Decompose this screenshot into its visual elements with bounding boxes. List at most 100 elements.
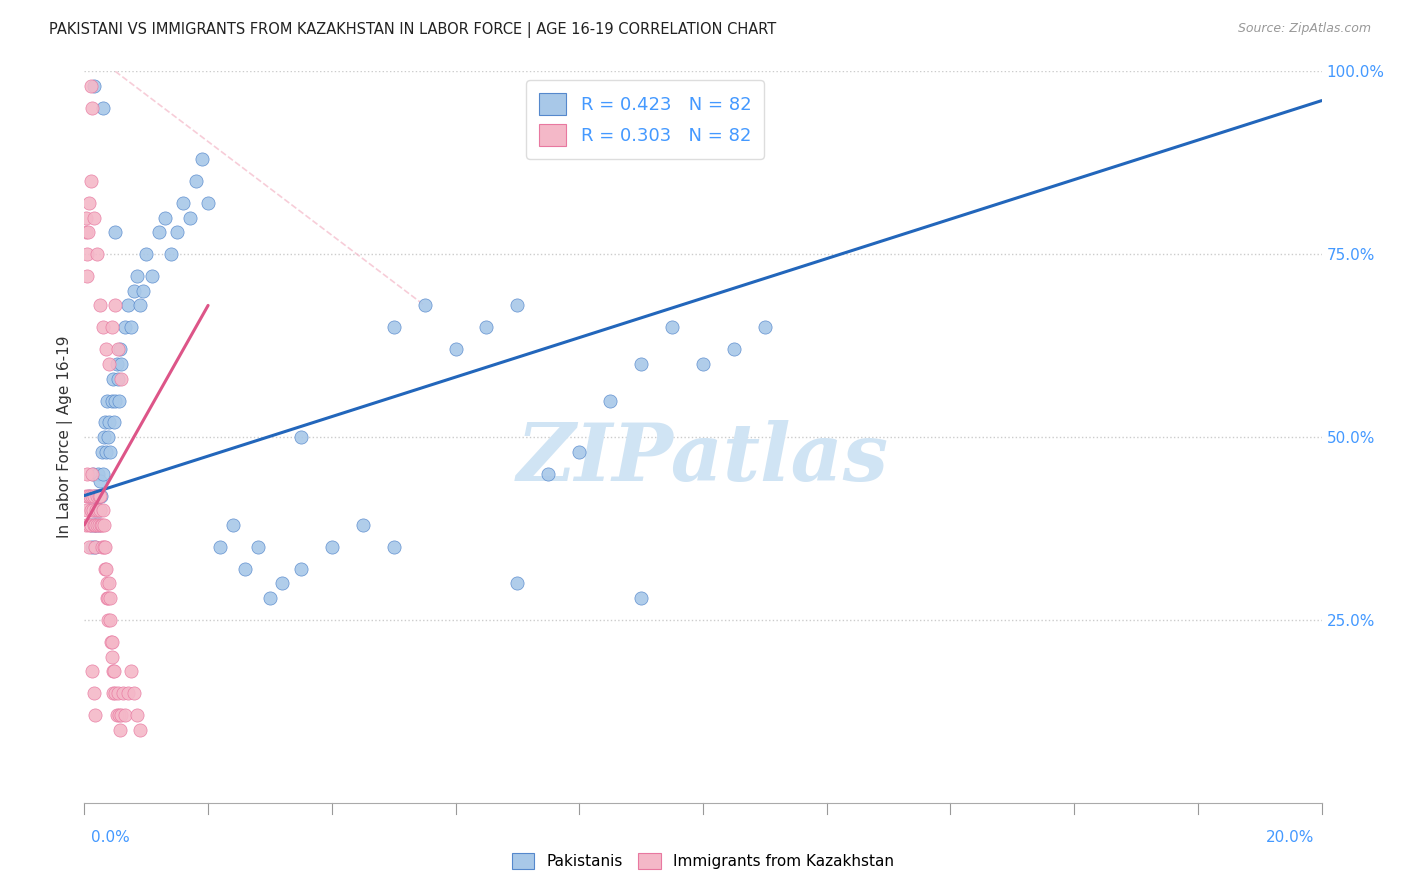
Point bbox=[104, 686, 127, 700]
Point bbox=[87, 517, 110, 532]
Point bbox=[80, 664, 103, 678]
Point bbox=[97, 591, 120, 605]
Point bbox=[114, 320, 136, 334]
Text: ZIPatlas: ZIPatlas bbox=[517, 420, 889, 498]
Point bbox=[141, 269, 163, 284]
Point bbox=[93, 517, 115, 532]
Point bbox=[160, 247, 183, 261]
Point bbox=[89, 489, 111, 503]
Point bbox=[117, 298, 139, 312]
Point bbox=[110, 343, 132, 357]
Point bbox=[661, 320, 683, 334]
Point bbox=[79, 174, 101, 188]
Point bbox=[83, 503, 105, 517]
Y-axis label: In Labor Force | Age 16-19: In Labor Force | Age 16-19 bbox=[58, 335, 73, 539]
Point bbox=[80, 503, 103, 517]
Point bbox=[86, 489, 108, 503]
Point bbox=[94, 540, 117, 554]
Point bbox=[122, 284, 145, 298]
Point bbox=[125, 269, 148, 284]
Point bbox=[91, 320, 114, 334]
Legend: Pakistanis, Immigrants from Kazakhstan: Pakistanis, Immigrants from Kazakhstan bbox=[505, 847, 901, 875]
Point bbox=[96, 591, 118, 605]
Point bbox=[413, 298, 436, 312]
Point bbox=[100, 393, 122, 408]
Point bbox=[290, 430, 312, 444]
Point bbox=[91, 503, 114, 517]
Point bbox=[86, 489, 108, 503]
Point bbox=[83, 517, 105, 532]
Point bbox=[101, 320, 124, 334]
Point bbox=[79, 196, 101, 211]
Point bbox=[148, 225, 170, 239]
Point bbox=[125, 708, 148, 723]
Point bbox=[87, 503, 110, 517]
Point bbox=[537, 467, 560, 481]
Point bbox=[83, 489, 105, 503]
Point bbox=[75, 211, 97, 225]
Point bbox=[75, 489, 97, 503]
Point bbox=[111, 686, 134, 700]
Point bbox=[172, 196, 194, 211]
Point bbox=[76, 503, 98, 517]
Point bbox=[599, 393, 621, 408]
Point bbox=[98, 444, 121, 458]
Point bbox=[83, 686, 105, 700]
Point bbox=[91, 467, 114, 481]
Point bbox=[89, 503, 111, 517]
Point bbox=[101, 371, 124, 385]
Point bbox=[723, 343, 745, 357]
Point bbox=[97, 613, 120, 627]
Point bbox=[79, 489, 101, 503]
Point bbox=[77, 517, 100, 532]
Point bbox=[86, 503, 108, 517]
Point bbox=[103, 664, 125, 678]
Point bbox=[104, 298, 127, 312]
Point bbox=[98, 576, 121, 591]
Text: 0.0%: 0.0% bbox=[91, 830, 131, 845]
Point bbox=[98, 416, 121, 430]
Point bbox=[82, 467, 104, 481]
Point bbox=[108, 393, 131, 408]
Point bbox=[83, 517, 105, 532]
Point bbox=[77, 225, 100, 239]
Point bbox=[93, 540, 115, 554]
Text: Source: ZipAtlas.com: Source: ZipAtlas.com bbox=[1237, 22, 1371, 36]
Point bbox=[153, 211, 176, 225]
Point bbox=[76, 269, 98, 284]
Point bbox=[110, 371, 132, 385]
Point bbox=[191, 152, 214, 166]
Point bbox=[630, 357, 652, 371]
Point bbox=[197, 196, 219, 211]
Point bbox=[233, 562, 256, 576]
Point bbox=[76, 467, 98, 481]
Point bbox=[117, 686, 139, 700]
Point bbox=[84, 517, 107, 532]
Point bbox=[84, 708, 107, 723]
Point bbox=[110, 723, 132, 737]
Point bbox=[475, 320, 498, 334]
Point bbox=[97, 430, 120, 444]
Text: 20.0%: 20.0% bbox=[1267, 830, 1315, 845]
Point bbox=[104, 393, 127, 408]
Point bbox=[101, 635, 124, 649]
Point bbox=[94, 444, 117, 458]
Point bbox=[83, 211, 105, 225]
Point bbox=[114, 708, 136, 723]
Point bbox=[506, 298, 529, 312]
Point bbox=[87, 489, 110, 503]
Point bbox=[98, 591, 121, 605]
Point bbox=[630, 591, 652, 605]
Point bbox=[101, 664, 124, 678]
Point bbox=[80, 540, 103, 554]
Point bbox=[444, 343, 467, 357]
Point bbox=[209, 540, 232, 554]
Point bbox=[86, 517, 108, 532]
Point bbox=[79, 78, 101, 93]
Point bbox=[80, 101, 103, 115]
Point bbox=[222, 517, 245, 532]
Point bbox=[76, 247, 98, 261]
Point bbox=[107, 371, 129, 385]
Point bbox=[98, 613, 121, 627]
Point bbox=[96, 393, 118, 408]
